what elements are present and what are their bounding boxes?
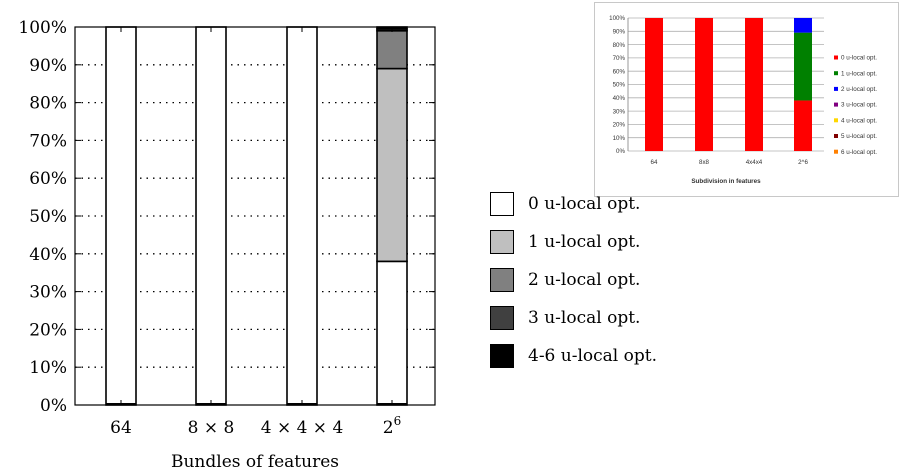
inset-legend-label: 2 u-local opt. <box>841 86 877 93</box>
inset-y-tick-label: 70% <box>613 55 626 62</box>
legend-label: 1 u-local opt. <box>528 232 641 252</box>
bar-segment <box>195 26 227 406</box>
x-tick-label: 64 <box>110 418 132 438</box>
inset-x-tick-label: 64 <box>651 159 658 166</box>
inset-y-tick-label: 10% <box>613 135 626 142</box>
inset-x-tick-label: 2^6 <box>798 159 808 166</box>
inset-y-tick-label: 100% <box>609 15 625 22</box>
bar-segment <box>376 29 408 70</box>
legend-label: 4-6 u-local opt. <box>528 346 657 366</box>
inset-x-axis-label: Subdivision in features <box>691 178 761 185</box>
legend-swatch <box>490 268 514 292</box>
y-tick-label: 90% <box>29 56 67 76</box>
legend-item: 1 u-local opt. <box>490 229 640 255</box>
inset-legend-swatch <box>834 55 838 60</box>
inset-y-tick-label: 40% <box>613 95 626 102</box>
inset-y-tick-label: 0% <box>616 148 625 155</box>
legend-label: 3 u-local opt. <box>528 308 641 328</box>
legend-swatch <box>490 306 514 330</box>
legend-item: 2 u-local opt. <box>490 267 640 293</box>
inset-legend-label: 1 u-local opt. <box>841 70 877 77</box>
inset-bar-segment <box>794 18 812 33</box>
x-tick-label: 4 × 4 × 4 <box>261 418 344 438</box>
inset-bar-segment <box>794 100 812 151</box>
inset-bar-segment <box>745 18 763 151</box>
legend-item: 0 u-local opt. <box>490 191 640 217</box>
x-axis-label: Bundles of features <box>171 452 339 472</box>
legend-label: 2 u-local opt. <box>528 270 641 290</box>
inset-legend-label: 0 u-local opt. <box>841 55 877 62</box>
bar-segment <box>286 26 318 406</box>
y-tick-label: 80% <box>29 94 67 114</box>
x-tick-label: 8 × 8 <box>188 418 235 438</box>
x-tick-label: 26 <box>383 414 401 438</box>
inset-bar-segment <box>645 18 663 151</box>
y-tick-label: 30% <box>29 283 67 303</box>
inset-y-tick-label: 20% <box>613 122 626 129</box>
y-tick-label: 0% <box>40 396 67 416</box>
inset-y-tick-label: 60% <box>613 68 626 75</box>
inset-legend-swatch <box>834 102 838 107</box>
inset-legend-label: 4 u-local opt. <box>841 117 877 124</box>
legend-swatch <box>490 230 514 254</box>
inset-y-tick-label: 90% <box>613 29 626 36</box>
y-tick-label: 100% <box>18 18 67 38</box>
inset-y-tick-label: 80% <box>613 42 626 49</box>
inset-bar-segment <box>695 18 713 151</box>
y-tick-label: 40% <box>29 245 67 265</box>
legend-swatch <box>490 192 514 216</box>
bar-segment <box>105 26 137 406</box>
inset-legend-label: 3 u-local opt. <box>841 102 877 109</box>
inset-legend-swatch <box>834 149 838 154</box>
y-tick-label: 60% <box>29 169 67 189</box>
inset-legend-swatch <box>834 86 838 91</box>
inset-legend-label: 6 u-local opt. <box>841 149 877 156</box>
bar-segment <box>376 67 408 263</box>
y-tick-label: 10% <box>29 358 67 378</box>
inset-legend-swatch <box>834 134 838 138</box>
legend-swatch <box>490 344 514 368</box>
legend-item: 3 u-local opt. <box>490 305 640 331</box>
y-tick-label: 70% <box>29 131 67 151</box>
inset-legend-swatch <box>834 71 838 76</box>
legend-label: 0 u-local opt. <box>528 194 641 214</box>
plot-frame <box>74 26 436 406</box>
y-tick-label: 20% <box>29 320 67 340</box>
inset-x-tick-label: 8x8 <box>699 159 710 166</box>
inset-legend-swatch <box>834 118 838 123</box>
inset-y-tick-label: 30% <box>613 108 626 115</box>
inset-chart: 0% 10% 20% 30% 40% 50% 60% 70% 80% 90% 100% 64 8x8 4x… <box>594 2 899 197</box>
legend-item: 4-6 u-local opt. <box>490 343 657 369</box>
bar-segment <box>376 260 408 406</box>
inset-y-tick-label: 50% <box>613 82 626 89</box>
y-tick-label: 50% <box>29 207 67 227</box>
inset-bar-segment <box>794 32 812 101</box>
inset-x-tick-label: 4x4x4 <box>746 159 763 166</box>
inset-legend-label: 5 u-local opt. <box>841 133 877 140</box>
